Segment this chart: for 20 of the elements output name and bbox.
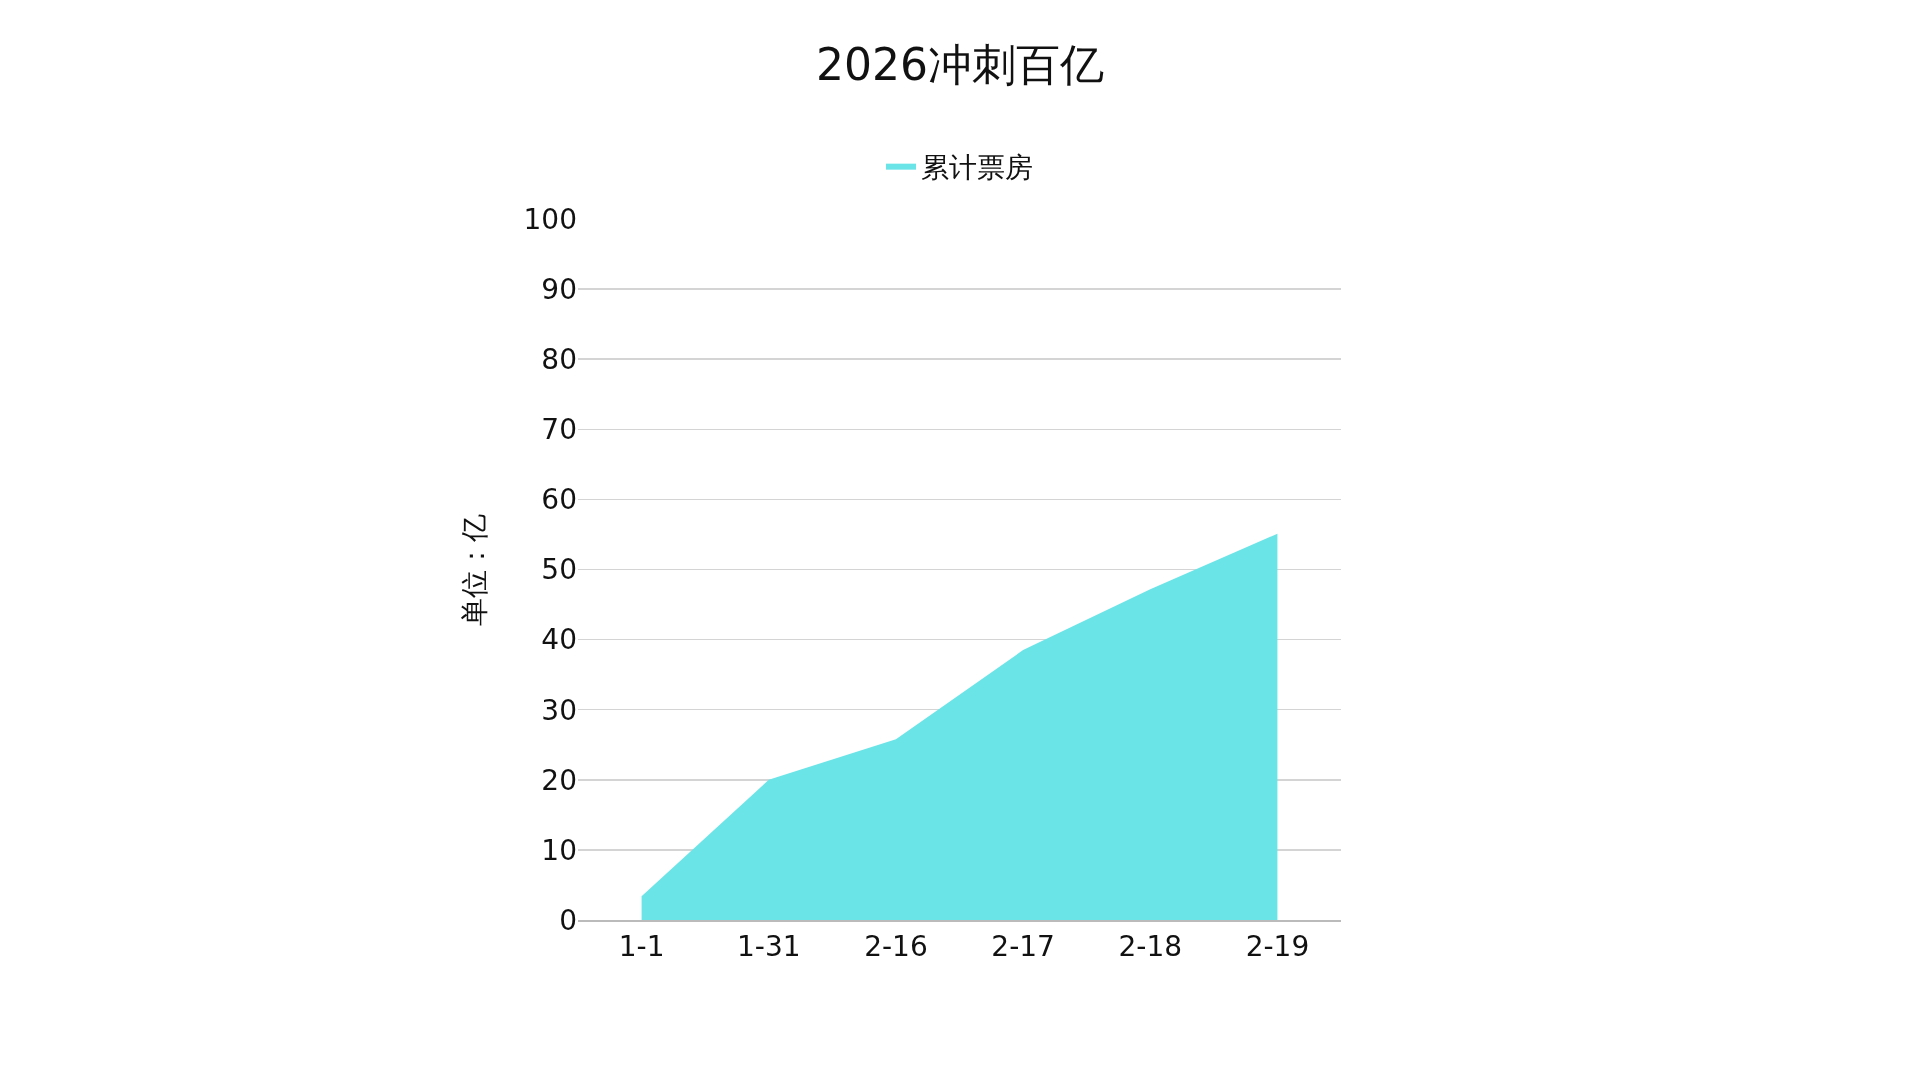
x-tick-label: 2-17 bbox=[991, 929, 1055, 963]
y-tick-label: 100 bbox=[523, 202, 577, 236]
y-tick-label: 60 bbox=[541, 483, 577, 517]
y-tick-label: 80 bbox=[541, 343, 577, 376]
chart-title: 2026冲刺百亿 bbox=[816, 39, 1104, 91]
x-tick-label: 2-16 bbox=[864, 929, 928, 963]
x-tick-label: 1-31 bbox=[736, 929, 801, 963]
legend-label: 累计票房 bbox=[921, 150, 1033, 184]
y-tick-label: 70 bbox=[541, 413, 577, 447]
y-tick-label: 40 bbox=[541, 623, 577, 657]
x-tick-label: 2-19 bbox=[1245, 929, 1310, 963]
x-tick-label: 2-18 bbox=[1118, 929, 1183, 963]
x-tick-label: 1-1 bbox=[618, 929, 665, 963]
y-axis-title: 单位：亿 bbox=[458, 513, 492, 626]
y-tick-label: 90 bbox=[541, 272, 577, 306]
y-tick-label: 50 bbox=[541, 553, 577, 587]
y-tick-label: 20 bbox=[541, 763, 577, 797]
y-tick-label: 30 bbox=[541, 693, 577, 727]
y-tick-label: 0 bbox=[559, 903, 577, 937]
y-tick-label: 10 bbox=[541, 833, 577, 867]
